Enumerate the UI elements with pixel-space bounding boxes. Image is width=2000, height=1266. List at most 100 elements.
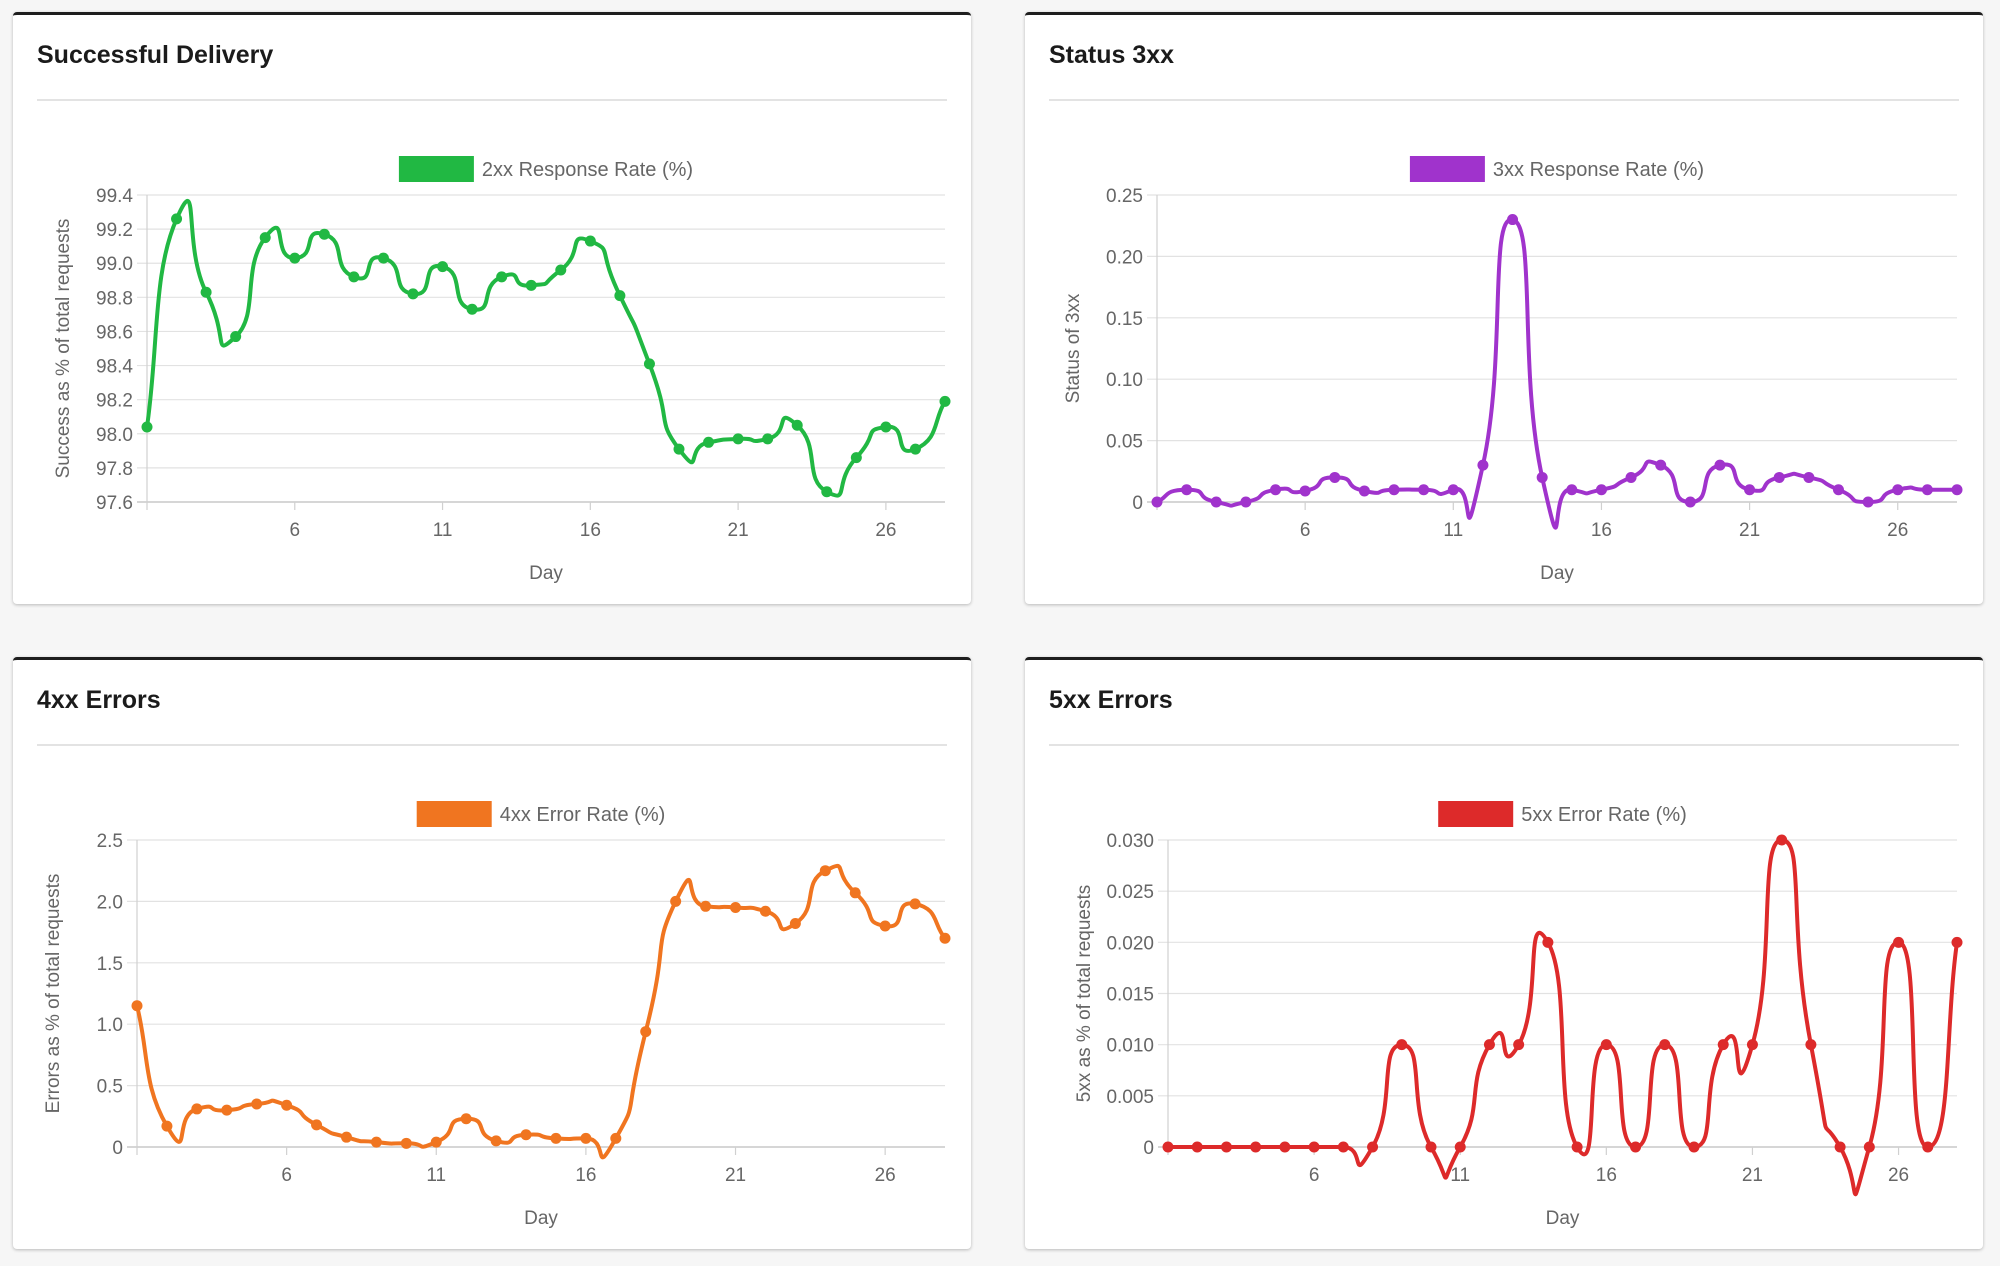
data-point [1210,496,1222,508]
5xx-errors-chart: 5xx Error Rate (%) 0.030 0.025 0.020 0.015 0.… [1074,801,1963,1229]
data-point [879,920,891,932]
series-line [1168,838,1959,1197]
data-point [1151,496,1163,508]
5xx-errors-card: 5xx Errors 5xx Error Rate (%) 0.030 0.025 0… [1025,657,1983,1249]
x-tick-label: 21 [728,520,749,541]
y-tick-label: 0 [1143,1138,1154,1159]
data-point [1240,496,1252,508]
data-point [1220,1141,1232,1153]
data-point [377,252,389,264]
y-tick-label: 0.025 [1106,882,1154,903]
y-tick-label: 0.20 [1106,247,1143,268]
y-tick-label: 98.4 [96,357,133,378]
data-point [259,232,271,244]
x-axis-label: Day [524,1208,558,1229]
legend-swatch [398,156,474,182]
x-tick-label: 26 [875,1165,896,1186]
data-point [525,279,537,291]
x-axis-label: Day [1540,563,1574,584]
x-tick-label: 16 [1596,1165,1617,1186]
data-point [1805,1039,1817,1051]
title-divider [1049,99,1959,101]
series-line [1156,217,1957,530]
x-tick-label: 21 [1739,520,1760,541]
data-point [161,1120,173,1132]
data-point [909,898,921,910]
data-point [1714,459,1726,471]
data-point [1893,936,1905,948]
data-point [1329,471,1341,483]
data-point [1250,1141,1262,1153]
successful-delivery-chart: 2xx Response Rate (%) 99.4 99.2 99.0 98.8 98.… [53,156,951,584]
x-tick-label: 11 [1450,1165,1470,1186]
y-axis-label: Errors as % of total requests [43,874,64,1114]
data-point [407,288,419,300]
data-point [1746,1039,1758,1051]
successful-delivery-card: Successful Delivery 2xx Response Rate (%… [13,12,971,604]
card-title: 5xx Errors [1049,686,1173,714]
data-point [1744,484,1756,496]
data-point [640,1026,652,1038]
series-line [145,199,947,498]
data-point [1483,1039,1495,1051]
data-point [614,290,626,302]
data-point [311,1119,323,1131]
data-point [821,486,833,498]
data-point [466,303,478,315]
4xx-errors-chart: 4xx Error Rate (%) 2.5 2.0 1.5 1.0 0.5 0 6 11 16 2… [43,801,951,1229]
x-tick-label: 6 [1300,520,1311,541]
y-tick-label: 0.10 [1106,370,1143,391]
x-tick-label: 6 [281,1165,292,1186]
x-tick-label: 21 [725,1165,746,1186]
data-point [759,905,771,917]
card-title: Status 3xx [1049,41,1175,69]
data-point [939,395,951,407]
data-point [171,213,183,225]
data-point [819,865,831,877]
x-axis-label: Day [1546,1208,1580,1229]
data-point [1337,1141,1349,1153]
data-point [1396,1039,1408,1051]
data-point [789,918,801,930]
data-point [1536,471,1548,483]
data-point [1477,459,1489,471]
y-axis-label: Status of 3xx [1063,293,1084,403]
status-3xx-card: Status 3xx 3xx Response Rate (%) 0.25 0.20… [1025,12,1983,604]
data-point [230,331,242,343]
y-tick-label: 98.6 [96,322,133,343]
y-tick-label: 99.2 [96,220,133,241]
data-point [1181,484,1193,496]
legend-label: 4xx Error Rate (%) [500,804,666,826]
data-point [520,1129,532,1141]
data-point [400,1137,412,1149]
data-point [1862,496,1874,508]
data-point [460,1113,472,1125]
y-tick-label: 0.15 [1106,309,1143,330]
legend-label: 5xx Error Rate (%) [1521,804,1687,826]
data-point [1655,459,1667,471]
card-title: Successful Delivery [37,41,274,69]
data-point [340,1131,352,1143]
x-tick-label: 26 [1887,520,1908,541]
y-tick-label: 0 [112,1138,123,1159]
data-point [1892,484,1904,496]
data-point [131,1000,143,1012]
data-point [791,419,803,431]
legend-label: 2xx Response Rate (%) [482,159,693,181]
data-point [1625,471,1637,483]
data-point [700,900,712,912]
data-point [670,895,682,907]
x-tick-label: 11 [433,520,453,541]
data-point [1834,1141,1846,1153]
x-tick-label: 6 [1309,1165,1320,1186]
y-tick-label: 0.05 [1106,432,1143,453]
data-point [1600,1039,1612,1051]
y-tick-label: 2.5 [97,831,123,852]
data-point [939,932,951,944]
legend-label: 3xx Response Rate (%) [1493,159,1704,181]
data-point [1358,485,1370,497]
y-tick-label: 99.4 [96,186,133,207]
data-point [730,902,742,914]
data-point [221,1104,233,1116]
y-tick-label: 98.0 [96,425,133,446]
